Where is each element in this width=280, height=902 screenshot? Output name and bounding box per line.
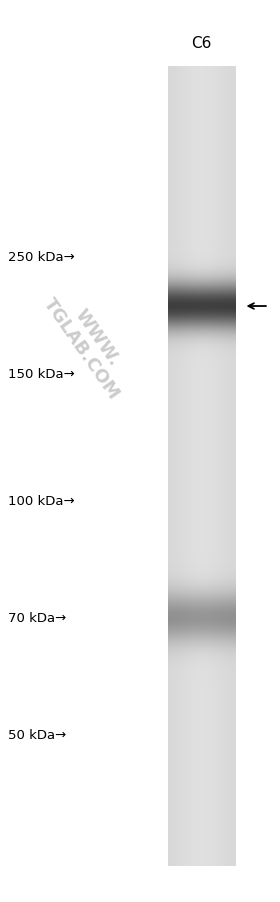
Text: 250 kDa→: 250 kDa→	[8, 251, 75, 263]
Text: 100 kDa→: 100 kDa→	[8, 494, 75, 507]
Text: 70 kDa→: 70 kDa→	[8, 612, 67, 624]
Text: 150 kDa→: 150 kDa→	[8, 368, 75, 381]
Text: 50 kDa→: 50 kDa→	[8, 729, 67, 741]
Text: C6: C6	[192, 36, 212, 51]
Text: WWW.
TGLAB.COM: WWW. TGLAB.COM	[40, 283, 139, 402]
